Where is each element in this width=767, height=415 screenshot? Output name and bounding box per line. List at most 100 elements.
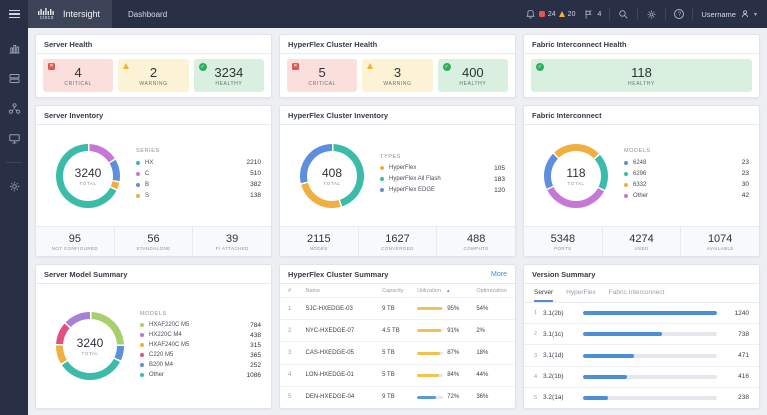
legend-dot [624,160,628,165]
tab-fabric-interconnect[interactable]: Fabric Interconnect [608,289,665,296]
cisco-logo-icon: cisco [38,7,56,21]
person-icon [741,10,749,18]
table-row[interactable]: 4 LON-HXEDGE-01 5 TB 84% 44% [280,363,515,386]
warning-alarm-count: 20 [567,10,576,18]
version-bar [583,353,717,358]
legend-item[interactable]: HXAF220C M5 784 [140,322,261,329]
version-row[interactable]: 5 3.2(1a) 238 [524,386,759,408]
footer-stat[interactable]: 488 COMPUTE [436,227,515,256]
advisories-group[interactable]: 4 [583,9,601,20]
utilization-bar [417,395,444,399]
table-row[interactable]: 3 CAS-HXEDGE-05 5 TB 87% 18% [280,341,515,363]
server-healthy-stat[interactable]: ✓ 3234 HEALTHY [193,59,264,92]
donut-total: 3240 [76,336,104,350]
sidebar-item-servers[interactable] [8,72,21,85]
table-row[interactable]: 2 NYC-HXEDGE-07 4.5 TB 91% 2% [280,319,515,341]
fi-donut-chart[interactable]: 118 TOTAL [544,143,608,208]
hamburger-menu-icon[interactable] [0,9,28,19]
utilization-bar [417,351,444,355]
card-title: HyperFlex Cluster Health [288,40,378,49]
footer-stat[interactable]: 95 NOT CONFIGURED [51,232,99,251]
column-name[interactable]: Name [305,288,321,294]
legend-item[interactable]: HyperFlex EDGE 120 [380,187,505,194]
footer-stat[interactable]: 1627 CONVERGED [357,227,437,256]
legend-item[interactable]: HyperFlex 105 [380,165,505,172]
cisco-wordmark: cisco [40,14,54,21]
server-inventory-donut-chart[interactable]: 3240 TOTAL [56,143,120,208]
footer-stat[interactable]: 4274 USED [601,227,681,256]
tab-hyperflex[interactable]: HyperFlex [566,289,596,296]
legend-dot [140,373,144,377]
column-optimization[interactable]: Optimization [476,288,507,294]
stat-value: 3234 [214,64,244,80]
card-footer-stats: 95 NOT CONFIGURED 56 STANDALONE 39 FI ATTAC… [36,226,271,256]
table-row[interactable]: 1 SJC-HXEDGE-03 9 TB 95% 54% [280,297,515,319]
version-row[interactable]: 3 3.1(1d) 471 [524,344,759,365]
bell-icon[interactable] [525,9,536,20]
hx-warning-stat[interactable]: 3 WARNING [362,59,433,92]
version-row[interactable]: 2 3.1(1c) 738 [524,323,759,344]
fabric-health-card: Fabric Interconnect Health ✓ 118 HEALTHY [523,34,760,98]
footer-stat[interactable]: 56 STANDALONE [113,227,193,256]
legend-dot [380,188,384,192]
server-critical-stat[interactable]: ✕ 4 CRITICAL [43,59,114,92]
search-icon[interactable] [618,9,629,20]
legend-item[interactable]: HX 2210 [136,159,261,166]
legend-item[interactable]: HyperFlex All Flash 183 [380,176,505,183]
sidebar-item-devices[interactable] [8,132,21,145]
stat-label: HEALTHY [628,80,655,87]
column-capacity[interactable]: Capacity [382,288,404,294]
hx-critical-stat[interactable]: ✕ 5 CRITICAL [287,59,358,92]
sidebar-item-dashboard[interactable] [8,42,21,55]
legend-item[interactable]: 6332 30 [624,181,749,188]
legend-item[interactable]: Other 42 [624,192,749,199]
legend-dot [136,182,140,187]
legend-dot [624,182,628,187]
more-link[interactable]: More [491,271,507,278]
legend-item[interactable]: B200 M4 252 [140,362,261,369]
legend-item[interactable]: 6248 23 [624,159,749,166]
donut-total: 408 [321,165,343,180]
chevron-down-icon: ▾ [753,11,757,18]
hx-healthy-stat[interactable]: ✓ 400 HEALTHY [437,59,508,92]
version-row[interactable]: 1 3.1(2b) 1240 [534,309,749,317]
legend-item[interactable]: C220 M5 365 [140,352,261,359]
version-bar [583,311,717,316]
legend-item[interactable]: S 138 [136,192,261,199]
hx-inventory-donut-chart[interactable]: 408 TOTAL [300,143,364,208]
legend-item[interactable]: B 382 [136,181,261,188]
sidebar-item-settings[interactable] [8,180,21,193]
fi-healthy-stat[interactable]: ✓ 118 HEALTHY [531,59,752,92]
legend-item[interactable]: C 510 [136,170,261,177]
sidebar-item-network[interactable] [8,102,21,115]
version-tabs: Server HyperFlex Fabric Interconnect [524,284,759,303]
table-row[interactable]: 5 DEN-HXEDGE-04 9 TB 72% 36% [280,385,515,408]
user-menu[interactable]: Username ▾ [701,9,757,19]
alarms-group[interactable]: 24 20 [525,9,576,20]
legend-item[interactable]: Other 1086 [140,372,261,379]
server-model-summary-card: Server Model Summary 3240 TOTAL MODELS H… [35,264,272,409]
legend-item[interactable]: HX220C M4 438 [140,332,261,339]
column-utilization[interactable]: Utilization ▴ [417,288,450,294]
brand-block[interactable]: cisco Intersight [28,0,113,28]
footer-stat[interactable]: 2115 NODES [307,232,331,251]
tab-dashboard[interactable]: Dashboard [128,9,168,19]
card-title: Fabric Interconnect [532,111,602,120]
footer-stat[interactable]: 39 FI ATTACHED [192,227,271,256]
server-model-donut-chart[interactable]: 3240 TOTAL [56,312,124,380]
server-warning-stat[interactable]: 2 WARNING [118,59,189,92]
card-footer-stats: 2115 NODES 1627 CONVERGED 488 COMPUTE [280,226,515,256]
gear-icon[interactable] [646,9,657,20]
version-row[interactable]: 4 3.2(1b) 416 [524,365,759,387]
legend-item[interactable]: HXAF240C M5 315 [140,342,261,349]
legend-item[interactable]: 6296 23 [624,170,749,177]
help-icon[interactable]: ? [674,9,685,19]
footer-stat[interactable]: 1074 AVAILABLE [680,227,759,256]
footer-stat[interactable]: 5348 PORTS [550,232,576,251]
flag-icon[interactable] [583,9,594,20]
stat-value: 5 [318,64,326,80]
tab-server[interactable]: Server [534,289,554,302]
fabric-interconnect-card: Fabric Interconnect 118 TOTAL MODELS 624… [523,105,760,257]
version-list: 1 3.1(2b) 1240 2 3.1(1c) 738 3 3.1(1d) [524,303,759,408]
